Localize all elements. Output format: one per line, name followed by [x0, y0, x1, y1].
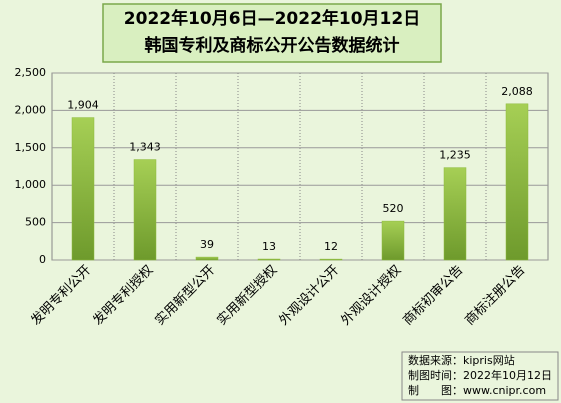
note: 数据来源：kipris网站 — [408, 353, 515, 367]
bar — [505, 103, 529, 261]
value-label: 1,904 — [67, 99, 99, 112]
bar — [133, 159, 157, 261]
chart-title: 2022年10月6日—2022年10月12日 — [124, 8, 420, 29]
y-tick-label: 2,000 — [15, 103, 47, 116]
note: 制 图：www.cnipr.com — [408, 384, 546, 397]
title-box — [102, 3, 442, 63]
value-label: 39 — [200, 238, 214, 251]
value-label: 1,343 — [129, 141, 161, 154]
chart-subtitle: 韩国专利及商标公开公告数据统计 — [145, 35, 400, 56]
bar — [381, 220, 405, 261]
value-label: 520 — [383, 202, 404, 215]
y-tick-label: 500 — [25, 216, 46, 229]
note: 制图时间：2022年10月12日 — [408, 368, 552, 382]
value-label: 12 — [324, 240, 338, 253]
bar — [195, 256, 219, 261]
value-label: 13 — [262, 240, 276, 253]
bar — [319, 258, 343, 261]
y-tick-label: 0 — [39, 253, 46, 266]
y-tick-label: 1,500 — [15, 141, 47, 154]
bar — [71, 117, 95, 261]
y-tick-label: 2,500 — [15, 66, 47, 79]
note-box — [401, 351, 559, 401]
value-label: 1,235 — [439, 149, 471, 162]
bar — [257, 258, 281, 261]
y-tick-label: 1,000 — [15, 178, 47, 191]
value-label: 2,088 — [501, 85, 533, 98]
bar — [443, 167, 467, 261]
